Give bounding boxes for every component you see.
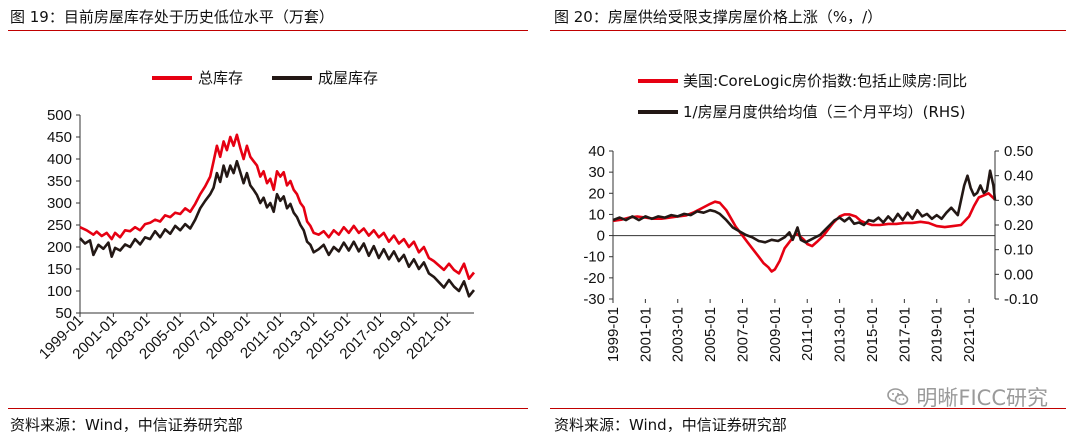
- left-bottom-rule: [8, 408, 528, 409]
- left-legend-label: 总库存: [198, 69, 243, 87]
- right-y-tick-label: 0: [597, 228, 605, 245]
- left-chart: 501001502002503003504004505001999-012001…: [36, 69, 476, 363]
- right-x-tick-label: 2017-01: [896, 307, 913, 362]
- right-bottom-rule: [550, 408, 1066, 409]
- left-y-tick-label: 200: [47, 239, 72, 256]
- right-y2-tick-label: 0.10: [1004, 242, 1033, 259]
- right-x-tick-label: 2013-01: [832, 307, 849, 362]
- right-x-tick-label: 2001-01: [637, 307, 654, 362]
- right-x-tick-label: 2003-01: [670, 307, 687, 362]
- right-y2-tick-label: 0.40: [1004, 168, 1033, 185]
- right-y-tick-label: -20: [583, 270, 605, 287]
- right-x-tick-label: 1999-01: [605, 307, 622, 362]
- left-series-line-existing-home-inventory: [79, 159, 476, 298]
- right-x-tick-label: 2019-01: [929, 307, 946, 362]
- right-y2-tick-label: 0.20: [1004, 217, 1033, 234]
- left-chart-title: 图 19：目前房屋库存处于历史低位水平（万套）: [10, 8, 334, 26]
- right-chart-title: 图 20：房屋供给受限支撑房屋价格上涨（%，/）: [554, 8, 883, 26]
- watermark: 明晰FICC研究: [886, 382, 1048, 412]
- right-x-tick-label: 2011-01: [799, 307, 816, 361]
- right-y2-tick-label: -0.10: [1004, 291, 1038, 308]
- right-y2-tick-label: 0.00: [1004, 266, 1033, 283]
- right-y2-tick-label: 0.50: [1004, 143, 1033, 160]
- left-chart-panel: 图 19：目前房屋库存处于历史低位水平（万套） 50 100 150 200 250 30…: [0, 0, 528, 446]
- right-legend-label: 1/房屋月度供给均值（三个月平均）(RHS): [683, 103, 966, 121]
- left-legend-label: 成屋库存: [318, 69, 378, 87]
- left-y-tick-label: 150: [47, 261, 72, 278]
- right-x-tick-label: 2015-01: [864, 307, 881, 362]
- watermark-text: 明晰FICC研究: [916, 386, 1048, 410]
- right-x-tick-label: 2021-01: [961, 307, 978, 362]
- left-source-note: 资料来源：Wind，中信证券研究部: [10, 416, 243, 434]
- left-y-tick-label: 100: [47, 283, 72, 300]
- right-chart-panel: 图 20：房屋供给受限支撑房屋价格上涨（%，/） -30 -20 -10 0 10 20 3…: [550, 0, 1080, 446]
- left-y-tick-label: 250: [47, 217, 72, 234]
- right-y-tick-label: 30: [588, 164, 605, 181]
- right-chart: -30 -20 -10 0 10 20 30 40 0.50 0.40 0.30 0.20 0.10 0.…: [583, 72, 1038, 362]
- right-y-tick-label: -10: [583, 249, 605, 266]
- right-y-tick-label: 40: [588, 143, 605, 160]
- left-top-rule: [8, 30, 528, 31]
- left-series-line-total-inventory: [79, 133, 476, 280]
- left-y-tick-label: 350: [47, 173, 72, 190]
- left-y-tick-label: 300: [47, 195, 72, 212]
- right-series-line-inverse-months-supply: [612, 169, 997, 244]
- right-series-line-corelogic-yoy: [612, 192, 996, 273]
- right-x-tick-label: 2005-01: [702, 307, 719, 362]
- right-legend-label: 美国:CoreLogic房价指数:包括止赎房:同比: [683, 72, 967, 90]
- left-y-tick-label: 450: [47, 129, 72, 146]
- wechat-icon: [887, 388, 909, 406]
- right-y-tick-label: 10: [588, 206, 605, 223]
- right-y-tick-label: 20: [588, 185, 605, 202]
- right-x-tick-label: 2007-01: [734, 307, 751, 362]
- right-source-note: 资料来源：Wind，中信证券研究部: [554, 416, 787, 434]
- left-y-tick-label: 400: [47, 151, 72, 168]
- left-y-tick-label: 500: [47, 107, 72, 124]
- right-y2-tick-label: 0.30: [1004, 192, 1033, 209]
- right-x-tick-label: 2009-01: [767, 307, 784, 362]
- right-top-rule: [550, 30, 1066, 31]
- left-y-tick-label: 50: [55, 305, 72, 322]
- right-y-tick-label: -30: [583, 291, 605, 308]
